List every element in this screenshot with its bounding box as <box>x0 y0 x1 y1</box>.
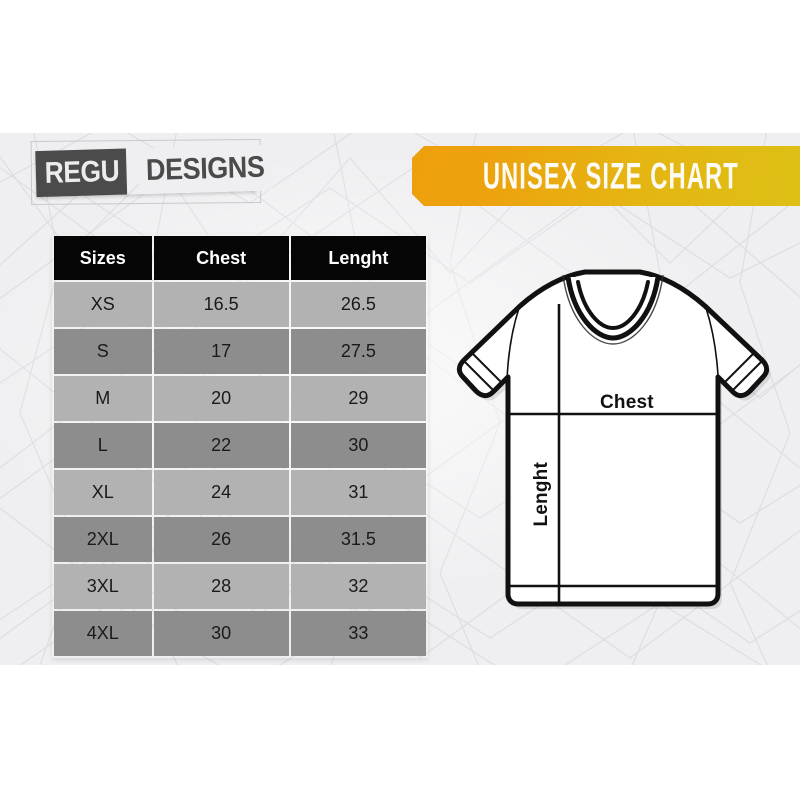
cell-size: 3XL <box>54 564 152 609</box>
cell-size: 2XL <box>54 517 152 562</box>
cell-chest: 20 <box>153 376 289 421</box>
cell-size: XS <box>54 282 152 327</box>
table-header-row: Sizes Chest Lenght <box>54 236 426 280</box>
cell-chest: 16.5 <box>153 282 289 327</box>
table-row: 3XL 28 32 <box>54 564 426 609</box>
cell-size: S <box>54 329 152 374</box>
cell-length: 32 <box>290 564 426 609</box>
table-row: L 22 30 <box>54 423 426 468</box>
cell-length: 33 <box>290 611 426 656</box>
table-row: M 20 29 <box>54 376 426 421</box>
brand-logo: REGU DESIGNS <box>30 138 272 207</box>
tshirt-illustration <box>448 262 774 624</box>
table-row: XL 24 31 <box>54 470 426 515</box>
column-header-sizes: Sizes <box>54 236 152 280</box>
cell-length: 29 <box>290 376 426 421</box>
column-header-chest: Chest <box>153 236 289 280</box>
table-row: XS 16.5 26.5 <box>54 282 426 327</box>
cell-length: 26.5 <box>290 282 426 327</box>
cell-size: M <box>54 376 152 421</box>
title-banner: UNISEX SIZE CHART <box>412 146 800 206</box>
logo-bar: REGU DESIGNS <box>35 144 272 198</box>
cell-size: L <box>54 423 152 468</box>
table-row: S 17 27.5 <box>54 329 426 374</box>
table-row: 2XL 26 31.5 <box>54 517 426 562</box>
cell-chest: 28 <box>153 564 289 609</box>
cell-length: 31 <box>290 470 426 515</box>
banner-title: UNISEX SIZE CHART <box>483 154 740 197</box>
size-table: Sizes Chest Lenght XS 16.5 26.5 S 17 27.… <box>52 234 428 658</box>
chest-measurement-label: Chest <box>600 392 654 413</box>
cell-chest: 22 <box>153 423 289 468</box>
column-header-length: Lenght <box>290 236 426 280</box>
cell-chest: 24 <box>153 470 289 515</box>
table-row: 4XL 30 33 <box>54 611 426 656</box>
cell-length: 30 <box>290 423 426 468</box>
logo-text-regu: REGU <box>35 148 127 198</box>
length-measurement-label: Lenght <box>531 462 552 527</box>
cell-chest: 26 <box>153 517 289 562</box>
cell-size: XL <box>54 470 152 515</box>
cell-length: 27.5 <box>290 329 426 374</box>
cell-chest: 30 <box>153 611 289 656</box>
cell-size: 4XL <box>54 611 152 656</box>
cell-length: 31.5 <box>290 517 426 562</box>
cell-chest: 17 <box>153 329 289 374</box>
logo-text-designs: DESIGNS <box>137 144 272 195</box>
